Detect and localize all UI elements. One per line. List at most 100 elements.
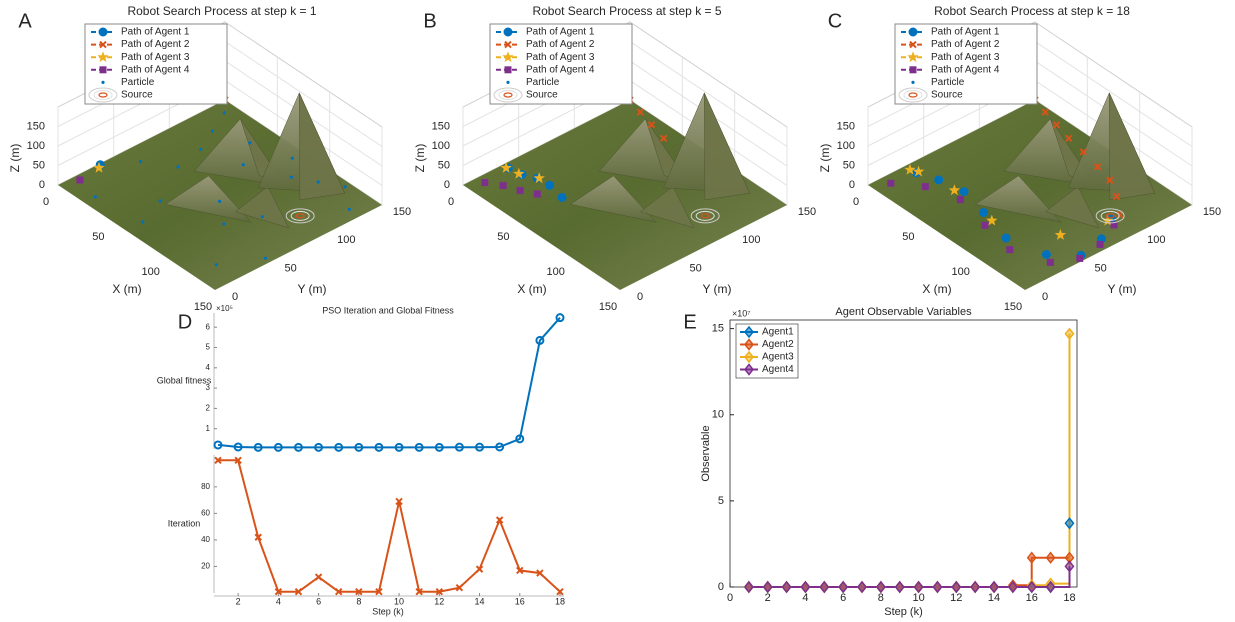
path-marker <box>957 196 964 203</box>
x-tick-label: 12 <box>950 592 962 604</box>
y-tick-label: 150 <box>1203 206 1221 218</box>
x-tick-label: 0 <box>43 196 49 208</box>
x-tick-label: 150 <box>599 301 617 313</box>
legend-label: Agent4 <box>762 364 794 375</box>
panel-stairs: Agent Observable VariablesE×10⁷024681012… <box>683 306 1077 618</box>
x-tick-label: 50 <box>902 231 914 243</box>
path-marker <box>1047 259 1054 266</box>
panel-label: E <box>683 311 696 333</box>
legend-marker <box>100 66 107 73</box>
y-tick-label: 0 <box>718 581 724 593</box>
y-tick-label: 100 <box>1147 234 1165 246</box>
z-tick-label: 150 <box>432 120 450 132</box>
path-marker <box>317 180 320 183</box>
page: 050100150050100150050100150Z (m)X (m)Y (… <box>0 0 1235 622</box>
x-tick-label: 0 <box>853 196 859 208</box>
legend-label: Path of Agent 3 <box>526 52 595 63</box>
z-tick-label: 50 <box>438 159 450 171</box>
z-tick-label: 150 <box>27 120 45 132</box>
x-tick-label: 8 <box>878 592 884 604</box>
x-tick-label: 100 <box>546 266 564 278</box>
path-marker <box>960 188 968 196</box>
y-tick-label: 60 <box>201 508 210 517</box>
legend-label: Path of Agent 1 <box>931 27 1000 38</box>
path-marker <box>922 183 929 190</box>
legend-label: Path of Agent 4 <box>931 64 1000 75</box>
y-axis-label: Iteration <box>168 518 201 528</box>
legend-label: Path of Agent 3 <box>931 52 1000 63</box>
x-tick-label: 12 <box>434 596 444 606</box>
panel-label: D <box>178 311 192 333</box>
x-tick-label: 8 <box>356 596 361 606</box>
y-tick-label: 0 <box>1042 291 1048 303</box>
legend-marker <box>99 28 107 36</box>
path-marker <box>264 257 267 260</box>
path-marker <box>76 177 83 184</box>
y-axis-label: Y (m) <box>702 282 731 296</box>
point <box>316 574 322 580</box>
x-tick-label: 100 <box>951 266 969 278</box>
x-axis-label: Step (k) <box>884 606 923 618</box>
legend-label: Path of Agent 1 <box>526 27 595 38</box>
path-marker <box>94 195 97 198</box>
legend-label: Path of Agent 3 <box>121 52 190 63</box>
y-exponent: ×10⁷ <box>732 308 751 318</box>
y-tick-label: 150 <box>798 206 816 218</box>
z-tick-label: 50 <box>33 159 45 171</box>
x-axis-label: X (m) <box>922 282 951 296</box>
x-tick-label: 16 <box>1026 592 1038 604</box>
x-tick-label: 4 <box>802 592 808 604</box>
y-axis-label: Global fitness <box>157 375 212 385</box>
z-tick-label: 150 <box>837 120 855 132</box>
path-marker <box>291 157 294 160</box>
legend-label: Source <box>121 90 153 101</box>
chart-title: Agent Observable Variables <box>835 306 972 318</box>
panel-label: A <box>18 10 32 32</box>
chart-title: PSO Iteration and Global Fitness <box>322 305 454 315</box>
z-tick-label: 0 <box>39 179 45 191</box>
path-marker <box>211 129 214 132</box>
x-tick-label: 150 <box>1004 301 1022 313</box>
legend-label: Path of Agent 4 <box>121 64 190 75</box>
x-tick-label: 16 <box>515 596 525 606</box>
path-marker <box>1002 234 1010 242</box>
path-marker <box>177 165 180 168</box>
y-tick-label: 80 <box>201 482 210 491</box>
x-tick-label: 50 <box>497 231 509 243</box>
x-tick-label: 10 <box>394 596 404 606</box>
x-tick-label: 14 <box>475 596 485 606</box>
y-axis-label: Y (m) <box>297 282 326 296</box>
panel-3d: 050100150050100150050100150Z (m)X (m)Y (… <box>818 4 1221 313</box>
path-marker <box>159 199 162 202</box>
path-marker <box>139 160 142 163</box>
x-tick-label: 10 <box>912 592 924 604</box>
y-tick-label: 10 <box>712 409 724 421</box>
legend-label: Particle <box>526 77 560 88</box>
z-tick-label: 100 <box>837 140 855 152</box>
x-tick-label: 2 <box>765 592 771 604</box>
legend-label: Path of Agent 2 <box>526 39 595 50</box>
path-marker <box>500 182 507 189</box>
x-axis-label: Step (k) <box>372 606 404 616</box>
legend-label: Path of Agent 2 <box>931 39 1000 50</box>
x-axis-label: X (m) <box>517 282 546 296</box>
legend-marker <box>506 81 509 84</box>
legend-marker <box>505 66 512 73</box>
figure: 050100150050100150050100150Z (m)X (m)Y (… <box>0 0 1235 622</box>
path-marker <box>1096 241 1103 248</box>
path-marker <box>935 176 943 184</box>
z-tick-label: 50 <box>843 159 855 171</box>
path-marker <box>534 191 541 198</box>
legend-label: Agent1 <box>762 327 794 338</box>
series-line <box>218 460 560 591</box>
x-tick-label: 100 <box>141 266 159 278</box>
x-tick-label: 6 <box>316 596 321 606</box>
legend-label: Path of Agent 2 <box>121 39 190 50</box>
y-exponent: ×10⁵ <box>216 304 233 313</box>
z-axis-label: Z (m) <box>8 144 22 173</box>
y-tick-label: 20 <box>201 562 210 571</box>
y-tick-label: 0 <box>637 291 643 303</box>
path-marker <box>546 181 554 189</box>
path-marker <box>517 187 524 194</box>
